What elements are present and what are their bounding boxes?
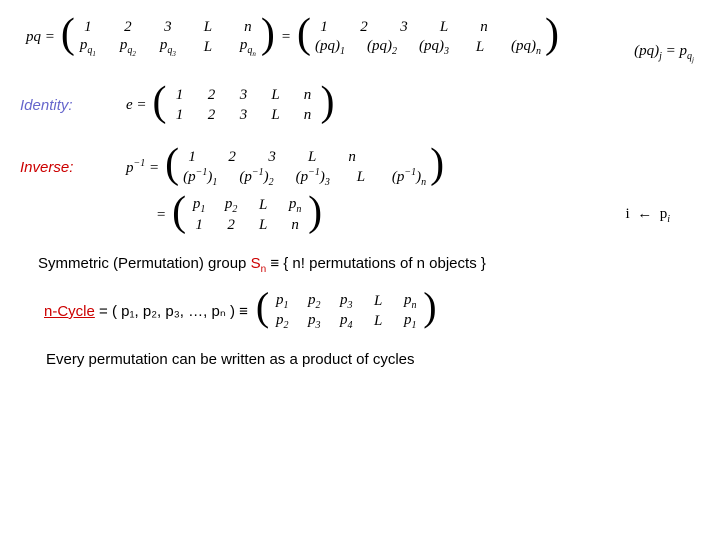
inverse-row-2: = ( p1 p2 L pn 1 2 L n ) i ← pi bbox=[20, 193, 700, 237]
pq-matrix-left: ( 1 2 3 L n pq1 pq2 pq3 L pqn ) bbox=[61, 15, 275, 59]
identity-matrix: ( 1 2 3 L n 1 2 3 L n ) bbox=[153, 83, 335, 127]
inverse-matrix-1: ( 1 2 3 L n (p−1)1 (p−1)2 (p−1)3 L (p−1)… bbox=[165, 145, 444, 189]
n-cycle-label: n-Cycle = ( p₁, p₂, p₃, …, pₙ ) ≡ bbox=[44, 302, 248, 320]
sn-symbol: Sn bbox=[251, 255, 267, 272]
identity-label: Identity: bbox=[20, 97, 120, 114]
symmetric-group-line: Symmetric (Permutation) group Sn ≡ { n! … bbox=[38, 255, 700, 275]
pq-side-eq: (pq)j = pqj bbox=[634, 43, 694, 64]
final-statement: Every permutation can be written as a pr… bbox=[46, 351, 700, 368]
inverse-matrix-2: ( p1 p2 L pn 1 2 L n ) bbox=[172, 193, 322, 237]
inverse-label: Inverse: bbox=[20, 159, 120, 176]
n-cycle-row: n-Cycle = ( p₁, p₂, p₃, …, pₙ ) ≡ ( p1 p… bbox=[44, 289, 700, 333]
identity-lhs: e = bbox=[126, 97, 147, 114]
inverse-row-1: Inverse: p−1 = ( 1 2 3 L n (p−1)1 (p−1)2… bbox=[20, 145, 700, 189]
inverse-lhs: p−1 = bbox=[126, 158, 159, 177]
i-from-pi-note: i ← pi bbox=[626, 206, 700, 225]
inverse-eq2: = bbox=[156, 207, 166, 224]
identity-row: Identity: e = ( 1 2 3 L n 1 2 3 L n ) bbox=[20, 83, 700, 127]
pq-eq: = bbox=[281, 29, 291, 46]
pq-matrix-right: ( 1 2 3 L n (pq)1 (pq)2 (pq)3 L (pq)n ) bbox=[297, 15, 559, 59]
cycle-matrix: ( p1 p2 p3 L pn p2 p3 p4 L p1 ) bbox=[256, 289, 437, 333]
pq-definition: pq = ( 1 2 3 L n pq1 pq2 pq3 L pqn ) = ( bbox=[20, 15, 700, 59]
pq-lhs: pq = bbox=[26, 29, 55, 46]
